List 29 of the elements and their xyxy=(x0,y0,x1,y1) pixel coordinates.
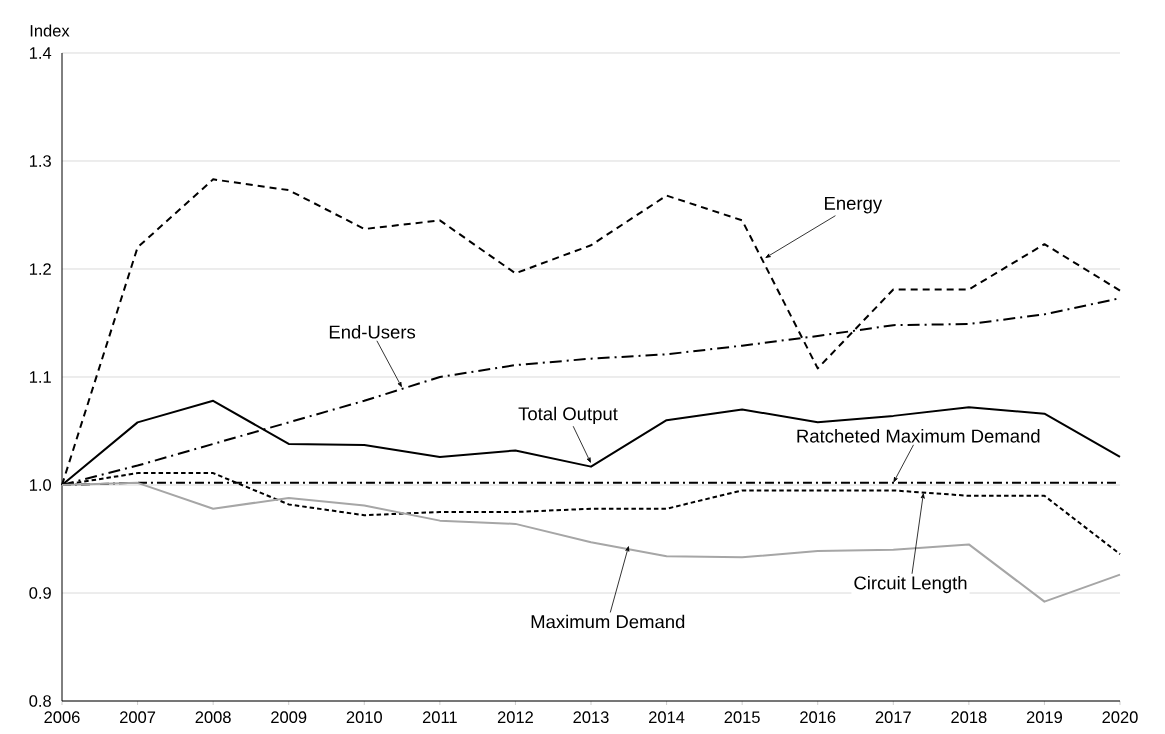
x-tick-label: 2006 xyxy=(44,711,80,724)
annotation: End-Users xyxy=(329,325,416,339)
y-tick-label: 1.3 xyxy=(29,155,51,167)
x-tick-label: 2018 xyxy=(951,711,987,724)
y-axis-title: Index xyxy=(30,24,70,37)
x-tick-label: 2010 xyxy=(346,711,382,724)
x-tick-label: 2009 xyxy=(271,711,307,724)
annotation: Total Output xyxy=(518,406,618,425)
x-tick-label: 2007 xyxy=(120,711,156,724)
annotation: Circuit Length xyxy=(854,575,967,594)
y-tick-label: 0.9 xyxy=(29,587,51,599)
annotation: Energy xyxy=(825,196,883,214)
x-tick-label: 2012 xyxy=(497,711,533,724)
x-tick-label: 2013 xyxy=(573,711,609,724)
x-tick-label: 2020 xyxy=(1102,711,1138,724)
x-tick-label: 2016 xyxy=(800,711,836,724)
y-tick-label: 1.2 xyxy=(29,263,51,275)
x-tick-label: 2008 xyxy=(195,711,231,724)
y-tick-label: 1.0 xyxy=(29,479,52,491)
annotation: Maximum Demand xyxy=(531,614,685,629)
x-tick-label: 2017 xyxy=(875,711,911,724)
y-tick-label: 1.1 xyxy=(29,371,51,383)
x-tick-label: 2011 xyxy=(422,711,457,724)
annotation: Ratcheted Maximum Demand xyxy=(797,429,1040,443)
y-tick-label: 1.4 xyxy=(29,47,52,59)
x-tick-label: 2015 xyxy=(724,711,760,724)
x-tick-label: 2019 xyxy=(1026,711,1062,724)
y-tick-label: 0.8 xyxy=(29,695,51,707)
x-tick-label: 2014 xyxy=(649,711,685,724)
